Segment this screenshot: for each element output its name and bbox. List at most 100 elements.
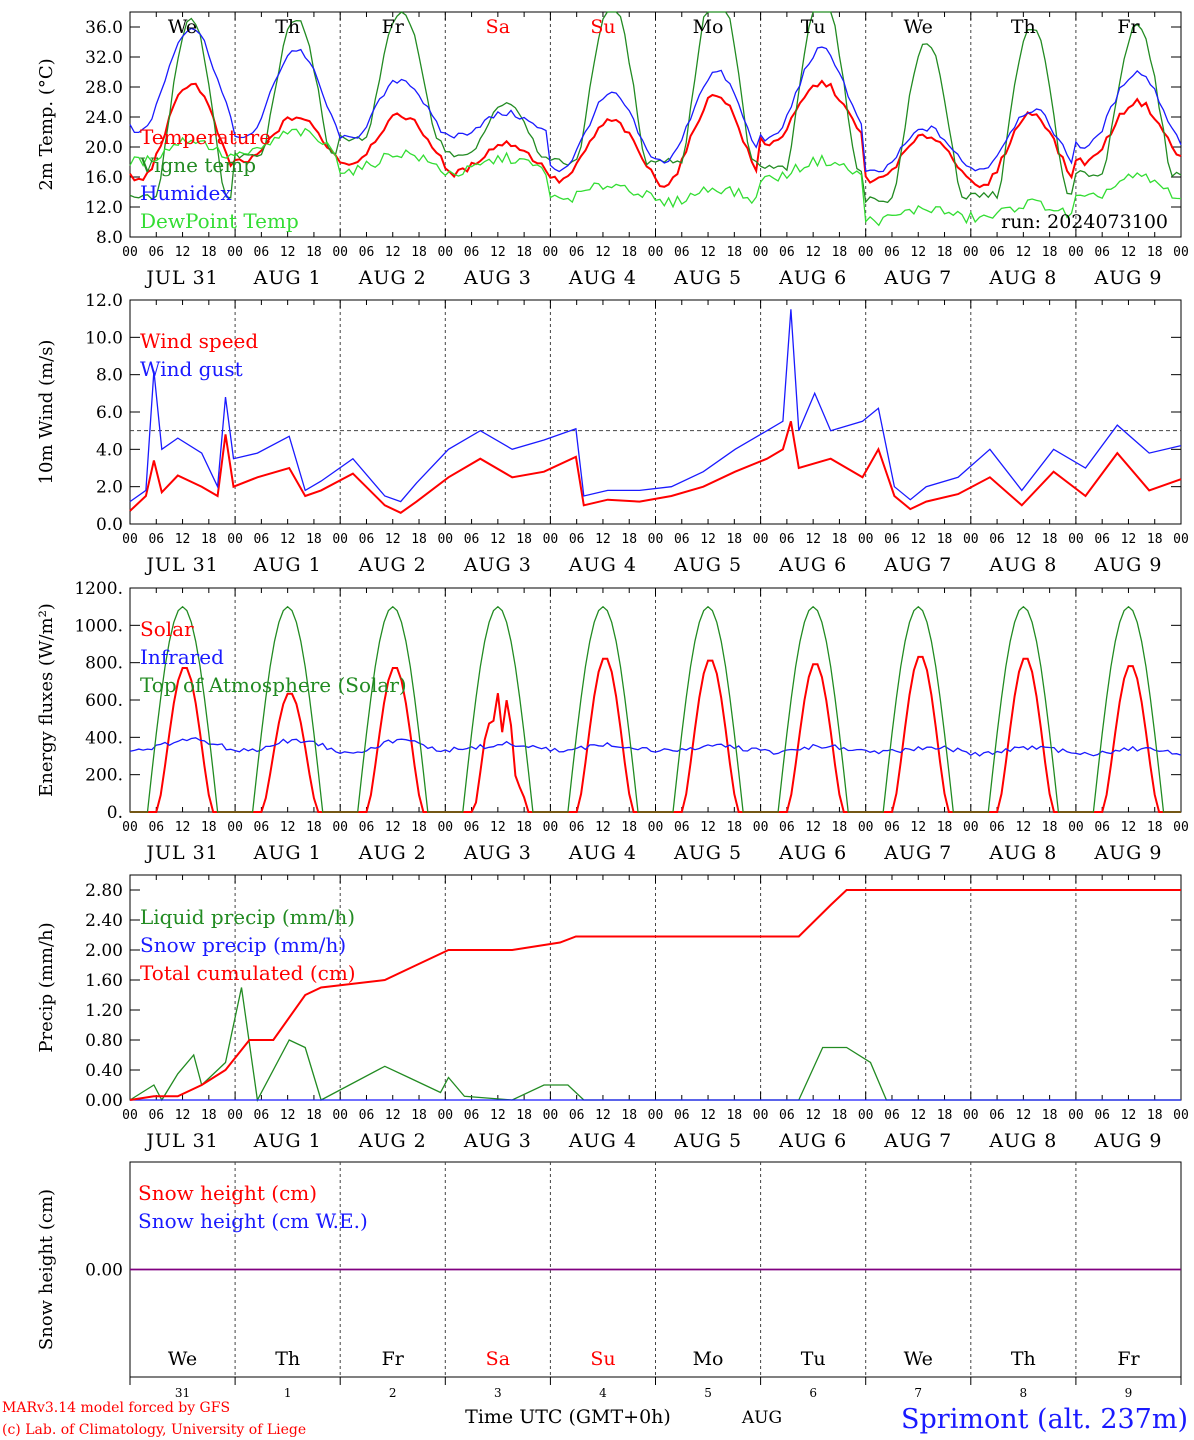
energy-date-label: AUG 9 xyxy=(1093,842,1162,864)
temp-date-label: AUG 2 xyxy=(358,267,427,289)
energy-hour-label: 00 xyxy=(858,820,874,835)
snow-day-number: 9 xyxy=(1125,1386,1133,1400)
temp-hour-label: 00 xyxy=(1068,245,1084,260)
temp-hour-label: 00 xyxy=(227,245,243,260)
energy-hour-label: 18 xyxy=(306,820,322,835)
temp-hour-label: 06 xyxy=(464,245,480,260)
precip-y-tick-label: 2.40 xyxy=(85,911,123,931)
energy-y-tick-label: 0. xyxy=(107,803,123,823)
energy-hour-label: 12 xyxy=(490,820,506,835)
wind-date-label: AUG 6 xyxy=(778,554,847,576)
snow-weekday-label: We xyxy=(904,1348,933,1370)
energy-series-top-of-atmosphere-solar- xyxy=(130,605,1181,813)
temp-date-label: AUG 3 xyxy=(463,267,532,289)
energy-y-tick-label: 400. xyxy=(85,728,123,748)
wind-hour-label: 00 xyxy=(648,532,664,547)
energy-hour-label: 06 xyxy=(254,820,270,835)
energy-y-tick-label: 200. xyxy=(85,766,123,786)
temp-date-label: AUG 7 xyxy=(883,267,952,289)
snow-weekday-label: Tu xyxy=(801,1348,826,1370)
temp-hour-label: 06 xyxy=(674,245,690,260)
energy-date-label: AUG 6 xyxy=(778,842,847,864)
energy-legend-infrared: Infrared xyxy=(140,645,224,669)
snow-weekday-label: Th xyxy=(275,1348,300,1370)
temp-legend-humidex: Humidex xyxy=(140,181,232,205)
wind-y-tick-label: 2.0 xyxy=(96,478,123,498)
wind-hour-label: 06 xyxy=(148,532,164,547)
energy-hour-label: 00 xyxy=(122,820,138,835)
energy-hour-label: 18 xyxy=(726,820,742,835)
temp-hour-label: 12 xyxy=(700,245,716,260)
precip-hour-label: 18 xyxy=(832,1108,848,1123)
temp-series-temperature xyxy=(129,79,1182,189)
wind-hour-label: 06 xyxy=(359,532,375,547)
snow-day-number: 5 xyxy=(704,1386,712,1400)
precip-date-label: AUG 6 xyxy=(778,1130,847,1152)
energy-hour-label: 00 xyxy=(227,820,243,835)
precip-hour-label: 00 xyxy=(858,1108,874,1123)
energy-date-label: AUG 4 xyxy=(568,842,637,864)
energy-date-label: AUG 1 xyxy=(253,842,322,864)
energy-date-label: AUG 3 xyxy=(463,842,532,864)
energy-hour-label: 00 xyxy=(648,820,664,835)
wind-hour-label: 00 xyxy=(753,532,769,547)
energy-hour-label: 18 xyxy=(621,820,637,835)
temp-hour-label: 18 xyxy=(411,245,427,260)
energy-date-label: JUL 31 xyxy=(144,842,218,864)
temp-hour-label: 00 xyxy=(648,245,664,260)
wind-hour-label: 18 xyxy=(1042,532,1058,547)
precip-hour-label: 12 xyxy=(595,1108,611,1123)
wind-hour-label: 18 xyxy=(1147,532,1163,547)
precip-hour-label: 06 xyxy=(779,1108,795,1123)
precip-hour-label: 12 xyxy=(490,1108,506,1123)
wind-hour-label: 00 xyxy=(227,532,243,547)
wind-hour-label: 06 xyxy=(779,532,795,547)
energy-hour-label: 06 xyxy=(779,820,795,835)
wind-hour-label: 18 xyxy=(306,532,322,547)
temp-hour-label: 18 xyxy=(306,245,322,260)
temp-hour-label: 06 xyxy=(569,245,585,260)
temp-hour-label: 06 xyxy=(148,245,164,260)
wind-hour-label: 12 xyxy=(805,532,821,547)
temp-hour-label: 18 xyxy=(201,245,217,260)
precip-hour-label: 00 xyxy=(1068,1108,1084,1123)
snow-weekday-label: Mo xyxy=(693,1348,724,1370)
precip-y-axis-title: Precip (mm/h) xyxy=(36,922,57,1052)
precip-y-tick-label: 2.00 xyxy=(85,941,123,961)
energy-hour-label: 06 xyxy=(569,820,585,835)
precip-y-tick-label: 0.80 xyxy=(85,1031,123,1051)
temp-hour-label: 18 xyxy=(621,245,637,260)
temp-hour-label: 00 xyxy=(963,245,979,260)
wind-hour-label: 06 xyxy=(569,532,585,547)
precip-hour-label: 06 xyxy=(1094,1108,1110,1123)
temp-date-label: JUL 31 xyxy=(144,267,218,289)
precip-hour-label: 18 xyxy=(411,1108,427,1123)
energy-hour-label: 12 xyxy=(595,820,611,835)
wind-date-label: AUG 7 xyxy=(883,554,952,576)
snow-y-axis-title: Snow height (cm) xyxy=(36,1189,57,1350)
energy-hour-label: 06 xyxy=(359,820,375,835)
wind-legend-wind-gust: Wind gust xyxy=(140,357,243,381)
precip-hour-label: 00 xyxy=(122,1108,138,1123)
station-name: Sprimont (alt. 237m) xyxy=(901,1404,1188,1435)
precip-legend-total-cumulated-cm-: Total cumulated (cm) xyxy=(140,961,356,985)
month-label: AUG xyxy=(741,1408,782,1428)
wind-date-label: AUG 3 xyxy=(463,554,532,576)
wind-date-label: AUG 5 xyxy=(673,554,742,576)
precip-hour-label: 00 xyxy=(332,1108,348,1123)
precip-hour-label: 18 xyxy=(621,1108,637,1123)
temp-weekday-label: Mo xyxy=(693,16,724,38)
temp-y-tick-label: 32.0 xyxy=(85,48,123,68)
precip-y-tick-label: 1.60 xyxy=(85,971,123,991)
energy-y-tick-label: 800. xyxy=(85,654,123,674)
energy-date-label: AUG 8 xyxy=(988,842,1057,864)
temp-y-axis-title: 2m Temp. (°C) xyxy=(36,58,57,190)
precip-hour-label: 06 xyxy=(674,1108,690,1123)
wind-y-tick-label: 0.0 xyxy=(96,515,123,535)
temp-weekday-label: We xyxy=(168,16,197,38)
energy-hour-label: 12 xyxy=(385,820,401,835)
wind-y-tick-label: 12.0 xyxy=(85,291,123,311)
energy-hour-label: 00 xyxy=(437,820,453,835)
wind-hour-label: 18 xyxy=(516,532,532,547)
